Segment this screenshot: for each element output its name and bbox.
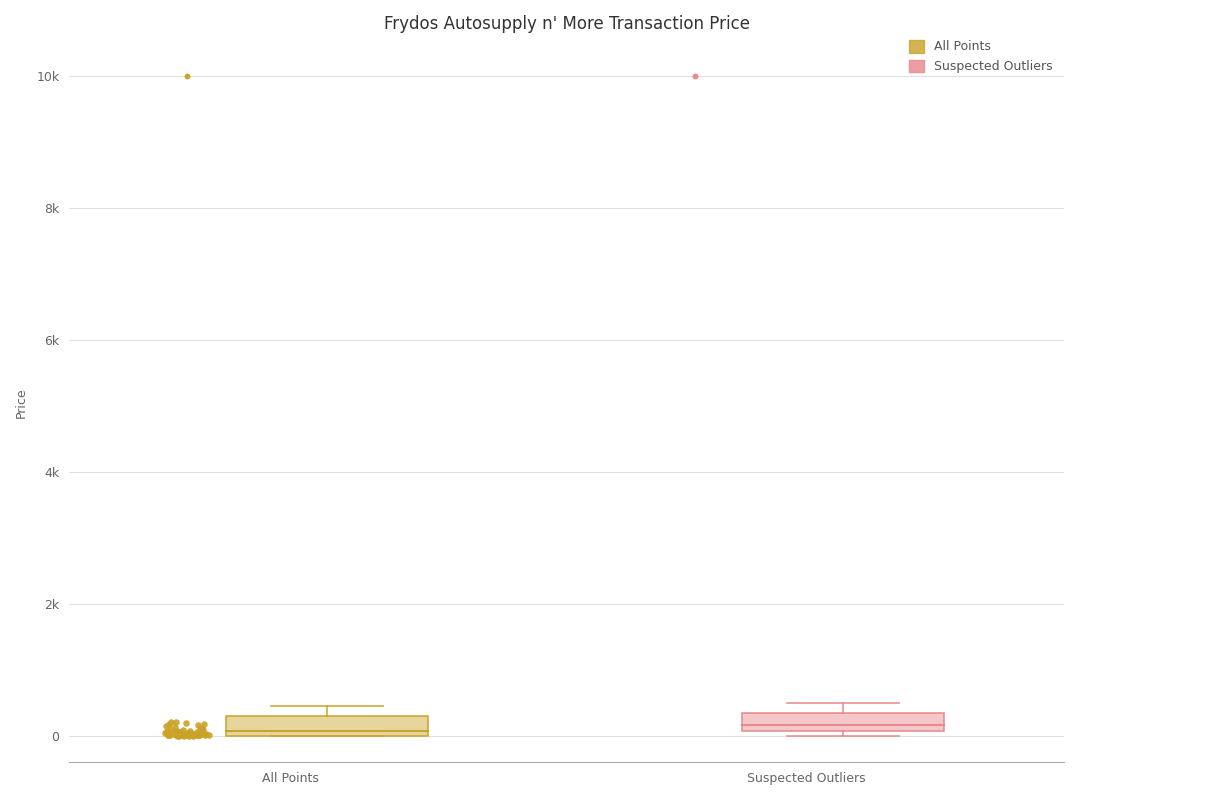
Point bbox=[189, 718, 208, 731]
Y-axis label: Price: Price bbox=[15, 387, 28, 418]
Point bbox=[169, 730, 189, 742]
Point bbox=[158, 728, 178, 741]
Point bbox=[177, 729, 196, 742]
Bar bbox=[226, 716, 428, 735]
Point bbox=[199, 729, 218, 742]
Point bbox=[157, 725, 177, 738]
Point bbox=[173, 729, 192, 742]
Point bbox=[180, 725, 200, 738]
Point bbox=[190, 722, 210, 735]
Point bbox=[174, 730, 194, 742]
Point bbox=[159, 718, 179, 730]
Point bbox=[196, 728, 216, 741]
Point bbox=[164, 728, 184, 741]
Point bbox=[156, 720, 175, 733]
Point bbox=[164, 724, 184, 737]
Point bbox=[170, 728, 190, 741]
Point bbox=[158, 729, 178, 742]
Point bbox=[178, 726, 197, 739]
Point bbox=[158, 726, 178, 738]
Point bbox=[189, 729, 208, 742]
Point bbox=[158, 726, 178, 738]
Point bbox=[186, 728, 206, 741]
Point bbox=[159, 728, 179, 741]
Point bbox=[169, 726, 189, 739]
Point bbox=[189, 727, 208, 740]
Point bbox=[189, 729, 208, 742]
Point bbox=[188, 729, 207, 742]
Point bbox=[179, 730, 199, 742]
Point bbox=[169, 726, 189, 738]
Point bbox=[166, 721, 185, 734]
Point bbox=[161, 727, 180, 740]
Point bbox=[685, 70, 705, 82]
Point bbox=[169, 729, 189, 742]
Point bbox=[156, 726, 175, 739]
Bar bbox=[742, 713, 944, 730]
Point bbox=[184, 728, 204, 741]
Point bbox=[170, 726, 190, 738]
Point bbox=[177, 716, 196, 729]
Title: Frydos Autosupply n' More Transaction Price: Frydos Autosupply n' More Transaction Pr… bbox=[384, 15, 749, 33]
Point bbox=[167, 716, 186, 729]
Point bbox=[168, 725, 188, 738]
Point bbox=[183, 729, 202, 742]
Point bbox=[157, 726, 177, 738]
Point bbox=[161, 723, 180, 736]
Point bbox=[162, 716, 181, 729]
Point bbox=[184, 730, 204, 742]
Point bbox=[169, 726, 189, 739]
Bar bbox=[226, 716, 428, 735]
Point bbox=[167, 730, 186, 742]
Point bbox=[178, 70, 197, 82]
Point bbox=[195, 729, 215, 742]
Point bbox=[194, 723, 213, 736]
Point bbox=[195, 718, 215, 730]
Bar bbox=[742, 713, 944, 730]
Point bbox=[191, 727, 211, 740]
Point bbox=[173, 723, 192, 736]
Point bbox=[188, 726, 207, 738]
Point bbox=[191, 722, 211, 734]
Point bbox=[178, 726, 197, 739]
Point bbox=[186, 728, 206, 741]
Point bbox=[189, 729, 208, 742]
Legend: All Points, Suspected Outliers: All Points, Suspected Outliers bbox=[904, 34, 1058, 78]
